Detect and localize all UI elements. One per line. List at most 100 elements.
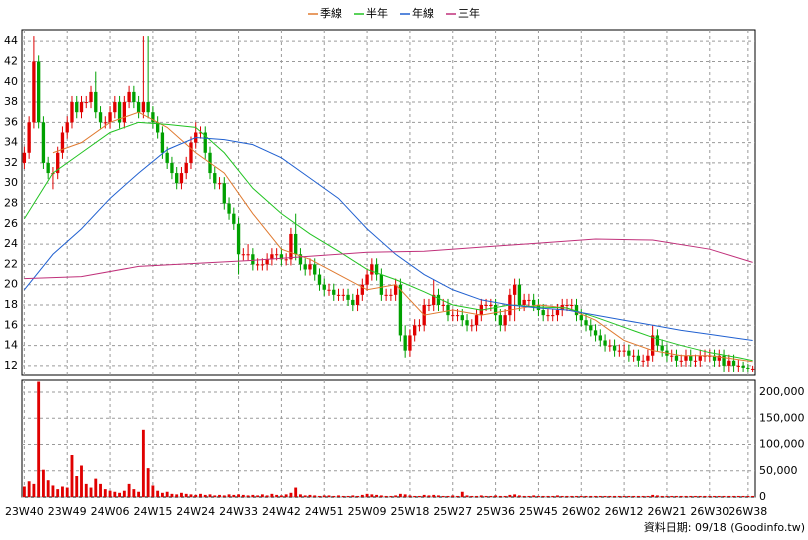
volume-bar bbox=[522, 495, 526, 497]
candle-body bbox=[650, 335, 655, 356]
volume-bar bbox=[156, 490, 160, 497]
candle-body bbox=[198, 132, 203, 134]
ma-line bbox=[23, 137, 753, 341]
candle-body bbox=[98, 112, 103, 123]
legend-label: 年線 bbox=[412, 6, 434, 20]
ma-line bbox=[23, 121, 753, 362]
volume-frame bbox=[21, 379, 756, 498]
candle-body bbox=[646, 355, 650, 361]
volume-bar bbox=[160, 492, 164, 497]
volume-bar bbox=[384, 495, 388, 497]
volume-bar bbox=[427, 495, 431, 497]
volume-bar bbox=[675, 495, 678, 497]
volume-bar bbox=[237, 494, 240, 497]
candle-body bbox=[484, 304, 488, 306]
candle-body bbox=[365, 274, 369, 285]
candle-body bbox=[222, 183, 226, 204]
volume-bar bbox=[527, 495, 531, 497]
candle-body bbox=[689, 355, 693, 361]
candle-body bbox=[36, 61, 41, 123]
candle-body bbox=[555, 310, 560, 316]
candle-body bbox=[160, 132, 165, 153]
candle-body bbox=[89, 91, 93, 103]
volume-bar bbox=[408, 495, 412, 497]
volume-bar bbox=[289, 492, 293, 497]
volume-bar bbox=[327, 495, 331, 497]
candle-body bbox=[512, 284, 517, 295]
volume-bar bbox=[103, 489, 107, 497]
volume-bar bbox=[337, 495, 340, 497]
candle-body bbox=[565, 304, 569, 306]
candle-body bbox=[298, 254, 303, 265]
candle-body bbox=[570, 304, 574, 306]
volume-bar bbox=[679, 495, 683, 497]
volume-bar bbox=[118, 492, 122, 497]
volume-bar bbox=[746, 495, 750, 497]
candle-body bbox=[56, 152, 60, 174]
volume-bar bbox=[551, 495, 555, 497]
candle-body bbox=[522, 299, 526, 305]
y-tick-label: 12 bbox=[4, 359, 18, 372]
candle-body bbox=[393, 284, 398, 295]
y-tick-label: 28 bbox=[4, 197, 18, 210]
candle-body bbox=[636, 355, 641, 361]
volume-bar bbox=[151, 485, 155, 497]
candle-body bbox=[289, 233, 293, 260]
candle-body bbox=[612, 345, 617, 351]
volume-bar bbox=[332, 495, 336, 497]
volume-bar bbox=[575, 495, 578, 497]
candle-body bbox=[489, 304, 493, 306]
x-tick-label: 24W06 bbox=[91, 505, 130, 518]
volume-bar bbox=[565, 495, 569, 497]
volume-bar bbox=[513, 494, 517, 497]
volume-bar bbox=[703, 495, 707, 497]
volume-bar bbox=[546, 495, 550, 497]
volume-bar bbox=[398, 493, 402, 497]
candle-body bbox=[441, 304, 445, 306]
candle-body bbox=[170, 162, 174, 174]
candle-body bbox=[232, 213, 236, 224]
volume-bar bbox=[241, 494, 245, 497]
volume-bar bbox=[46, 480, 50, 497]
volume-bar bbox=[170, 493, 174, 497]
x-tick-label: 24W51 bbox=[305, 505, 344, 518]
candle-body bbox=[684, 355, 688, 361]
ma-line bbox=[24, 238, 753, 280]
x-tick-label: 24W24 bbox=[176, 505, 215, 518]
y-tick-label: 16 bbox=[4, 318, 18, 331]
volume-bar bbox=[84, 483, 88, 497]
y-tick-label: 20 bbox=[4, 278, 18, 291]
candle-body bbox=[727, 360, 731, 366]
volume-bar bbox=[713, 495, 716, 497]
candle-body bbox=[136, 102, 141, 113]
candle-body bbox=[413, 325, 417, 336]
candle-body bbox=[132, 91, 136, 103]
candle-body bbox=[670, 355, 674, 357]
ma-line bbox=[52, 111, 753, 363]
candle-body bbox=[622, 350, 626, 352]
candle-body bbox=[41, 122, 46, 163]
volume-bar bbox=[541, 495, 545, 497]
candle-body bbox=[589, 325, 593, 331]
candle-body bbox=[327, 289, 331, 291]
volume-bar bbox=[660, 495, 664, 497]
x-tick-label: 25W45 bbox=[519, 505, 558, 518]
volume-bar bbox=[199, 493, 202, 497]
volume-bar bbox=[470, 495, 474, 497]
candle-body bbox=[427, 304, 431, 306]
volume-bar bbox=[475, 495, 478, 497]
y-tick-label: 36 bbox=[4, 115, 18, 128]
y2-tick-label: 50,000 bbox=[759, 464, 798, 477]
volume-bar bbox=[375, 494, 379, 497]
volume-bar bbox=[89, 487, 93, 497]
x-tick-label: 24W15 bbox=[133, 505, 172, 518]
volume-bar bbox=[22, 486, 26, 497]
volume-bar bbox=[346, 495, 350, 497]
candle-body bbox=[546, 315, 550, 317]
candle-body bbox=[351, 299, 355, 305]
x-tick-label: 26W02 bbox=[562, 505, 601, 518]
volume-bar bbox=[627, 495, 631, 497]
volume-bar bbox=[708, 495, 712, 497]
